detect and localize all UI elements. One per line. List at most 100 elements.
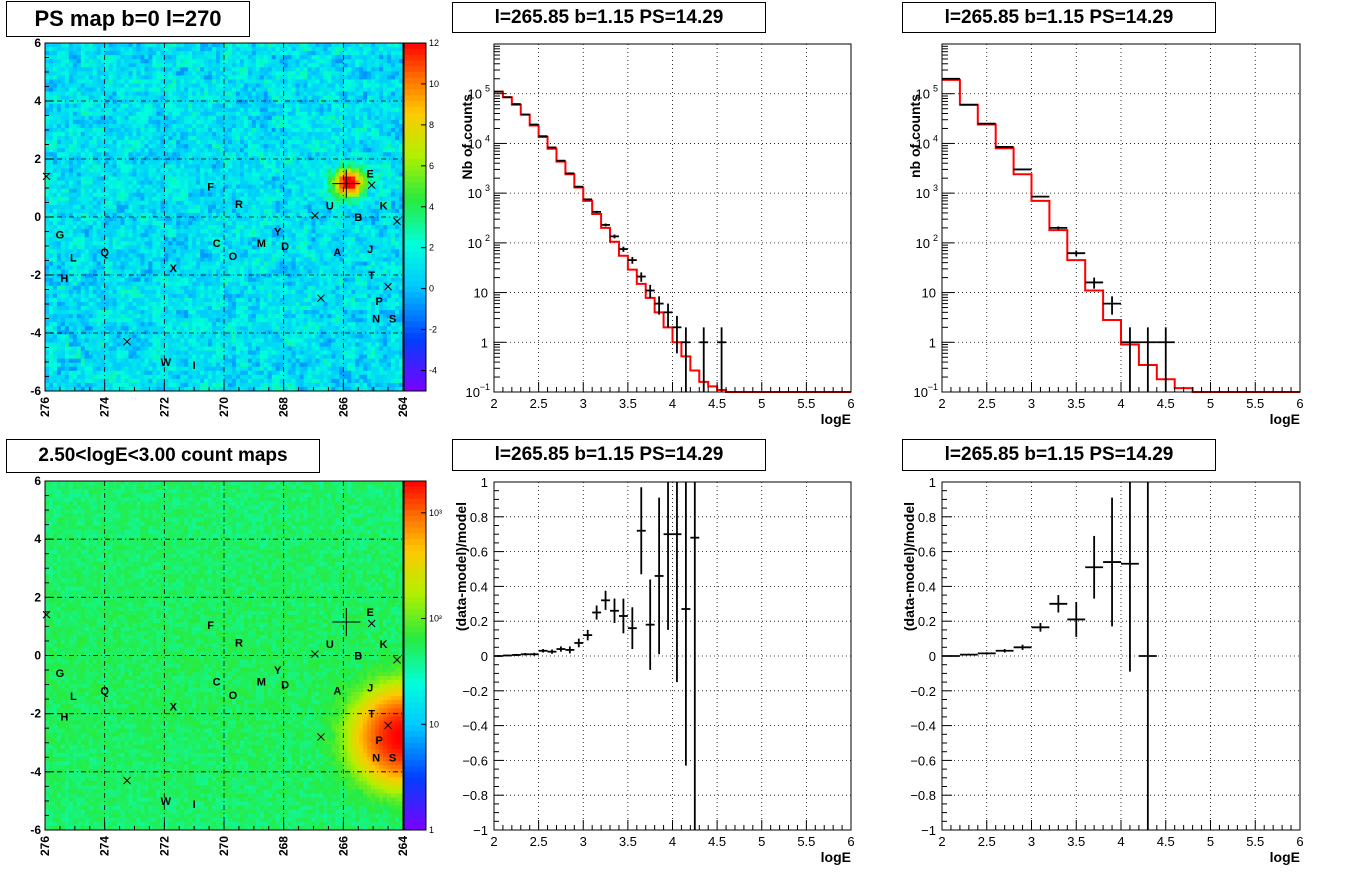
counts_b-data-point bbox=[1103, 296, 1121, 315]
resid_b-xtick-label: 6 bbox=[1296, 834, 1303, 849]
counts_a-xtick-label: 4 bbox=[669, 396, 676, 411]
resid_b-ytick-label: −0.2 bbox=[910, 684, 936, 699]
counts_b-ytick-exp: 2 bbox=[933, 233, 938, 243]
count_map-source-label: O bbox=[229, 690, 238, 702]
count_map-source-label: I bbox=[193, 799, 196, 811]
count_map-source-label: E bbox=[367, 607, 374, 619]
ps_map-source-label: L bbox=[70, 253, 77, 265]
count_map-source-label: R bbox=[235, 637, 243, 649]
ps_map-source-cross bbox=[393, 217, 401, 226]
ps_map-ytick-label: -4 bbox=[30, 326, 41, 340]
count_map-source-label: Y bbox=[274, 665, 282, 677]
counts_a-data-point bbox=[601, 223, 611, 227]
counts_a-data-point bbox=[583, 198, 593, 201]
resid_b-data-point bbox=[959, 653, 978, 656]
counts_a-ytick-label: 10 bbox=[468, 136, 482, 151]
count_map-xtick-label: 276 bbox=[38, 836, 52, 856]
resid_a-data-point bbox=[627, 607, 637, 650]
counts_b-xtick-label: 2.5 bbox=[978, 396, 996, 411]
resid_b-ytick-label: 0.2 bbox=[918, 614, 936, 629]
resid_b-xtick-label: 2.5 bbox=[978, 834, 996, 849]
ps_map-source-label: N bbox=[372, 314, 380, 326]
counts_a-data-point bbox=[556, 159, 566, 162]
count_map-source-label: A bbox=[333, 685, 341, 697]
ps_map-source-label: A bbox=[333, 247, 341, 259]
resid_a-xtick-label: 2 bbox=[490, 834, 497, 849]
count_map-source-label: C bbox=[213, 677, 221, 689]
ps_map-ztick-label: 4 bbox=[429, 202, 434, 212]
counts_a-ytick-exp: −1 bbox=[480, 382, 490, 392]
counts_b-xlabel: logE bbox=[1270, 411, 1300, 427]
ps_map-source-label: C bbox=[213, 238, 221, 250]
title-resid-a: l=265.85 b=1.15 PS=14.29 bbox=[452, 439, 766, 471]
resid_a-ytick-label: −0.6 bbox=[462, 753, 488, 768]
ps_map-ztick-label: -2 bbox=[429, 325, 437, 335]
counts_a-data-point bbox=[699, 327, 709, 392]
count_map-source-cross bbox=[367, 619, 376, 628]
resid_a-ytick-label: 1 bbox=[481, 475, 488, 490]
ps_map-source-label: Q bbox=[100, 247, 109, 259]
count_map-source-label: N bbox=[372, 752, 380, 764]
ps_map-ytick-label: -6 bbox=[30, 384, 41, 398]
ps_map-source-label: S bbox=[389, 314, 396, 326]
ps_map-source-cross bbox=[311, 211, 319, 220]
counts_b-data-point bbox=[1031, 195, 1050, 198]
ps_map-source-label: U bbox=[326, 200, 334, 212]
counts_b-data-point bbox=[1138, 327, 1157, 392]
count_map-source-label: G bbox=[56, 668, 65, 680]
resid_b-data-point bbox=[995, 649, 1014, 653]
counts_a-data-point bbox=[592, 210, 602, 213]
resid_a-ytick-label: 0.6 bbox=[470, 545, 488, 560]
resid_b-data-point bbox=[1121, 482, 1139, 672]
counts_a-ytick-exp: 5 bbox=[485, 84, 490, 94]
resid_b-data-point bbox=[1103, 497, 1121, 627]
resid_a-data-point bbox=[672, 482, 682, 683]
ps_map-colorbar-frame bbox=[403, 42, 427, 392]
counts_b-data-point bbox=[977, 122, 996, 125]
count_map-source-label: U bbox=[326, 639, 334, 651]
count_map-ytick-label: 2 bbox=[34, 590, 41, 604]
count_map-source-label: T bbox=[368, 709, 375, 721]
counts_b-ytick-exp: 5 bbox=[933, 84, 938, 94]
counts_a-xtick-label: 4.5 bbox=[708, 396, 726, 411]
counts_b-xtick-label: 3 bbox=[1028, 396, 1035, 411]
ps_map-source-label: I bbox=[193, 360, 196, 372]
ps_map-source-label: H bbox=[60, 273, 68, 285]
resid_a-data-point bbox=[690, 482, 700, 830]
counts_a-xtick-label: 6 bbox=[847, 396, 854, 411]
counts_b-ytick-label: 10 bbox=[916, 136, 930, 151]
resid_a-data-point bbox=[610, 598, 619, 623]
resid_a-xtick-label: 4.5 bbox=[708, 834, 726, 849]
resid_a-data-point bbox=[681, 482, 691, 766]
count_map-source-label: D bbox=[281, 680, 289, 692]
counts_a-data-point bbox=[610, 234, 619, 239]
ps_map-ztick-label: 2 bbox=[429, 243, 434, 253]
counts_a-data-point bbox=[574, 185, 584, 188]
resid_a-ytick-label: 0.2 bbox=[470, 614, 488, 629]
counts_b-xtick-label: 5.5 bbox=[1246, 396, 1264, 411]
resid_a-ytick-label: −1 bbox=[473, 823, 488, 838]
count_map-ytick-label: -4 bbox=[30, 765, 41, 779]
counts_a-xtick-label: 5.5 bbox=[797, 396, 815, 411]
count_map-source-cross bbox=[42, 610, 51, 619]
resid_a-ytick-label: −0.8 bbox=[462, 788, 488, 803]
ps_map-ztick-label: 10 bbox=[429, 79, 439, 89]
ps_map-xtick-label: 276 bbox=[38, 397, 52, 417]
resid_b-ytick-label: −0.6 bbox=[910, 753, 936, 768]
ps_map-source-label: D bbox=[281, 241, 289, 253]
ps_map-source-label: Y bbox=[274, 227, 282, 239]
counts_b-xtick-label: 5 bbox=[1207, 396, 1214, 411]
counts_a-data-point bbox=[511, 103, 521, 105]
resid_a-data-point bbox=[618, 598, 628, 634]
ps_map-ztick-label: 0 bbox=[429, 284, 434, 294]
count_map-xtick-label: 266 bbox=[336, 836, 350, 856]
resid_b-data-point bbox=[1067, 602, 1086, 637]
resid_b-xtick-label: 4.5 bbox=[1157, 834, 1175, 849]
ps_map-ztick-label: 8 bbox=[429, 120, 434, 130]
resid_a-xtick-label: 5.5 bbox=[797, 834, 815, 849]
ps_map-xtick-label: 266 bbox=[336, 397, 350, 417]
counts_a-ytick-label: 10 bbox=[468, 186, 482, 201]
counts_b-data-point bbox=[1121, 327, 1139, 392]
resid_b-ytick-label: −0.4 bbox=[910, 719, 936, 734]
resid_a-data-point bbox=[529, 652, 539, 656]
